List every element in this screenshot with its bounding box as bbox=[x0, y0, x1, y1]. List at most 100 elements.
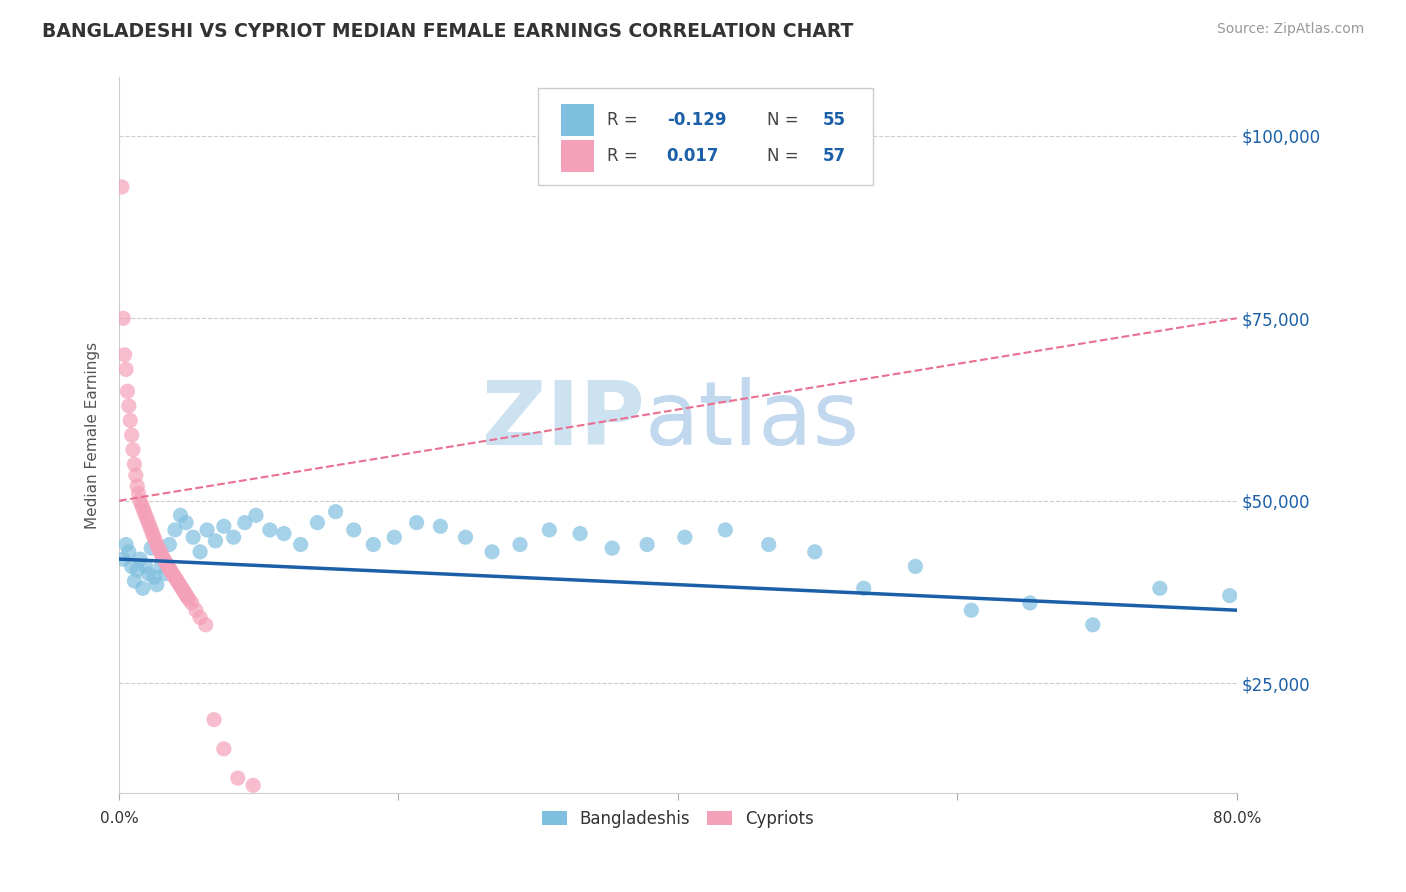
Point bbox=[118, 399, 141, 413]
Point bbox=[212, 519, 235, 533]
Point bbox=[173, 585, 195, 599]
Point bbox=[143, 530, 166, 544]
Point bbox=[273, 526, 295, 541]
Point bbox=[177, 592, 200, 607]
Point bbox=[1149, 582, 1171, 596]
Point bbox=[127, 479, 149, 493]
Point bbox=[176, 590, 198, 604]
Point bbox=[124, 457, 146, 471]
Point bbox=[174, 516, 197, 530]
Point bbox=[429, 519, 451, 533]
Point bbox=[188, 610, 211, 624]
Text: N =: N = bbox=[768, 147, 804, 165]
Point bbox=[114, 348, 136, 362]
Y-axis label: Median Female Earnings: Median Female Earnings bbox=[86, 342, 100, 529]
Point bbox=[325, 505, 347, 519]
Point bbox=[600, 541, 623, 556]
Text: -0.129: -0.129 bbox=[666, 112, 727, 129]
Text: 55: 55 bbox=[823, 112, 846, 129]
Text: atlas: atlas bbox=[644, 377, 859, 464]
Point bbox=[136, 512, 159, 526]
Point bbox=[112, 311, 135, 326]
Point bbox=[454, 530, 477, 544]
Point bbox=[904, 559, 927, 574]
Point bbox=[180, 596, 202, 610]
Point bbox=[202, 713, 225, 727]
Point bbox=[115, 537, 138, 551]
Point bbox=[145, 533, 167, 548]
Point bbox=[146, 537, 169, 551]
Point bbox=[143, 570, 166, 584]
Point bbox=[167, 577, 190, 591]
Point bbox=[188, 545, 211, 559]
Point bbox=[139, 519, 162, 533]
Point bbox=[146, 577, 169, 591]
Point bbox=[569, 526, 592, 541]
Point bbox=[155, 557, 177, 571]
Point bbox=[673, 530, 696, 544]
Point bbox=[129, 552, 152, 566]
Point bbox=[226, 771, 249, 785]
Point bbox=[363, 537, 385, 551]
Point bbox=[1219, 589, 1241, 603]
Point bbox=[181, 530, 204, 544]
Point bbox=[150, 549, 173, 564]
Point bbox=[157, 561, 180, 575]
Point bbox=[169, 579, 191, 593]
Point bbox=[245, 508, 267, 523]
Point bbox=[290, 537, 312, 551]
Point bbox=[758, 537, 780, 551]
Point bbox=[184, 603, 207, 617]
Text: BANGLADESHI VS CYPRIOT MEDIAN FEMALE EARNINGS CORRELATION CHART: BANGLADESHI VS CYPRIOT MEDIAN FEMALE EAR… bbox=[42, 22, 853, 41]
Point bbox=[804, 545, 827, 559]
Bar bbox=[561, 104, 595, 136]
Text: Source: ZipAtlas.com: Source: ZipAtlas.com bbox=[1216, 22, 1364, 37]
Point bbox=[124, 574, 146, 588]
Point bbox=[382, 530, 405, 544]
Point bbox=[170, 582, 193, 596]
Point bbox=[152, 552, 174, 566]
Point bbox=[157, 537, 180, 551]
Point bbox=[121, 559, 143, 574]
Point bbox=[134, 505, 156, 519]
Point bbox=[111, 180, 134, 194]
Point bbox=[172, 583, 194, 598]
Point bbox=[343, 523, 366, 537]
Bar bbox=[561, 140, 595, 172]
Point bbox=[852, 582, 875, 596]
Point bbox=[122, 442, 145, 457]
Point bbox=[1019, 596, 1042, 610]
Point bbox=[160, 566, 183, 580]
Point bbox=[1081, 617, 1104, 632]
Point bbox=[636, 537, 658, 551]
Point bbox=[153, 566, 176, 581]
Point bbox=[405, 516, 427, 530]
Text: R =: R = bbox=[607, 147, 644, 165]
Point bbox=[117, 384, 139, 399]
Point bbox=[242, 778, 264, 792]
Legend: Bangladeshis, Cypriots: Bangladeshis, Cypriots bbox=[534, 803, 821, 834]
Point bbox=[138, 566, 160, 581]
Point bbox=[538, 523, 561, 537]
FancyBboxPatch shape bbox=[538, 88, 873, 185]
Point bbox=[204, 533, 226, 548]
Text: R =: R = bbox=[607, 112, 644, 129]
Point bbox=[509, 537, 531, 551]
Text: 80.0%: 80.0% bbox=[1212, 811, 1261, 826]
Point bbox=[259, 523, 281, 537]
Point bbox=[120, 413, 142, 427]
Point bbox=[148, 543, 170, 558]
Point bbox=[131, 497, 153, 511]
Point bbox=[135, 508, 157, 523]
Point bbox=[174, 588, 197, 602]
Point bbox=[138, 516, 160, 530]
Point bbox=[307, 516, 329, 530]
Point bbox=[165, 573, 187, 587]
Point bbox=[153, 554, 176, 568]
Point bbox=[156, 559, 179, 574]
Point bbox=[212, 742, 235, 756]
Text: 0.017: 0.017 bbox=[666, 147, 720, 165]
Point bbox=[121, 428, 143, 442]
Text: 0.0%: 0.0% bbox=[100, 811, 138, 826]
Point bbox=[132, 582, 155, 596]
